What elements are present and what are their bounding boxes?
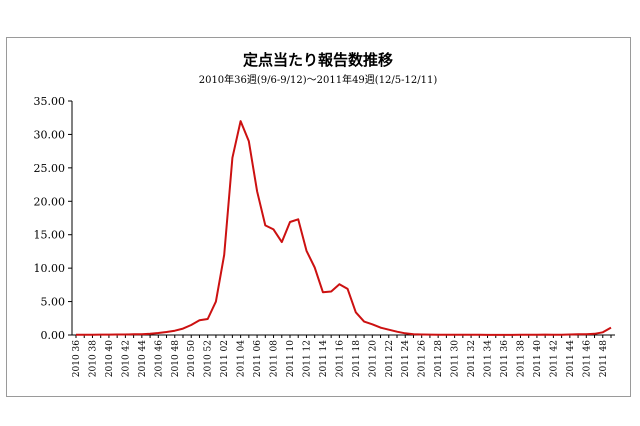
- y-tick-label: 25.00: [34, 162, 66, 175]
- x-tick-label: 2011 04: [237, 340, 247, 377]
- x-tick-label: 2011 10: [286, 340, 296, 377]
- x-tick-label: 2010 42: [121, 340, 131, 377]
- x-tick-label: 2011 22: [385, 340, 395, 377]
- x-tick-label: 2010 40: [105, 340, 115, 377]
- y-axis-ticks: 0.00 5.00 10.00 15.00 20.00 25.00 30.00 35.00: [34, 95, 72, 342]
- x-tick-label: 2011 18: [352, 340, 362, 377]
- y-tick-label: 5.00: [41, 296, 66, 309]
- chart-frame: 定点当たり報告数推移 2010年36週(9/6-9/12)～2011年49週(1…: [6, 37, 631, 397]
- x-tick-label: 2011 34: [484, 340, 494, 377]
- x-tick-label: 2011 16: [335, 340, 345, 377]
- series-line: [76, 120, 612, 336]
- x-tick-label: 2011 30: [451, 340, 461, 377]
- x-tick-label: 2011 24: [401, 340, 411, 377]
- y-tick-label: 10.00: [34, 262, 66, 275]
- x-tick-label: 2011 08: [270, 340, 280, 377]
- line-chart: 定点当たり報告数推移 2010年36週(9/6-9/12)～2011年49週(1…: [34, 51, 615, 377]
- x-tick-label: 2010 44: [138, 340, 148, 377]
- y-tick-label: 15.00: [34, 229, 66, 242]
- x-tick-label: 2010 48: [171, 340, 181, 377]
- x-tick-label: 2011 48: [599, 340, 609, 377]
- x-tick-label: 2010 52: [204, 340, 214, 377]
- x-tick-label: 2010 46: [154, 340, 164, 377]
- x-tick-label: 2011 46: [582, 340, 592, 377]
- x-tick-label: 2011 12: [302, 340, 312, 377]
- x-tick-label: 2011 40: [533, 340, 543, 377]
- y-tick-label: 30.00: [34, 128, 66, 141]
- x-tick-label: 2011 26: [418, 340, 428, 377]
- x-tick-label: 2011 14: [319, 340, 329, 377]
- x-tick-label: 2011 02: [220, 340, 230, 377]
- x-tick-label: 2011 32: [467, 340, 477, 377]
- x-tick-label: 2011 44: [566, 340, 576, 377]
- x-tick-label: 2011 36: [500, 340, 510, 377]
- x-tick-label: 2011 20: [368, 340, 378, 377]
- y-tick-label: 35.00: [34, 95, 66, 108]
- x-tick-label: 2011 06: [253, 340, 263, 377]
- x-tick-label: 2010 50: [187, 340, 197, 377]
- x-axis-ticks: 2010 36 2010 38 2010 40 2010 42 2010 44 2010 …: [72, 335, 612, 377]
- x-tick-label: 2011 38: [516, 340, 526, 377]
- chart-title: 定点当たり報告数推移: [243, 51, 393, 69]
- chart-subtitle: 2010年36週(9/6-9/12)～2011年49週(12/5-12/11): [199, 73, 438, 86]
- y-tick-label: 20.00: [34, 195, 66, 208]
- x-tick-label: 2011 42: [549, 340, 559, 377]
- x-tick-label: 2011 28: [434, 340, 444, 377]
- x-tick-label: 2010 38: [88, 340, 98, 377]
- y-tick-label: 0.00: [41, 329, 66, 342]
- x-tick-label: 2010 36: [72, 340, 82, 377]
